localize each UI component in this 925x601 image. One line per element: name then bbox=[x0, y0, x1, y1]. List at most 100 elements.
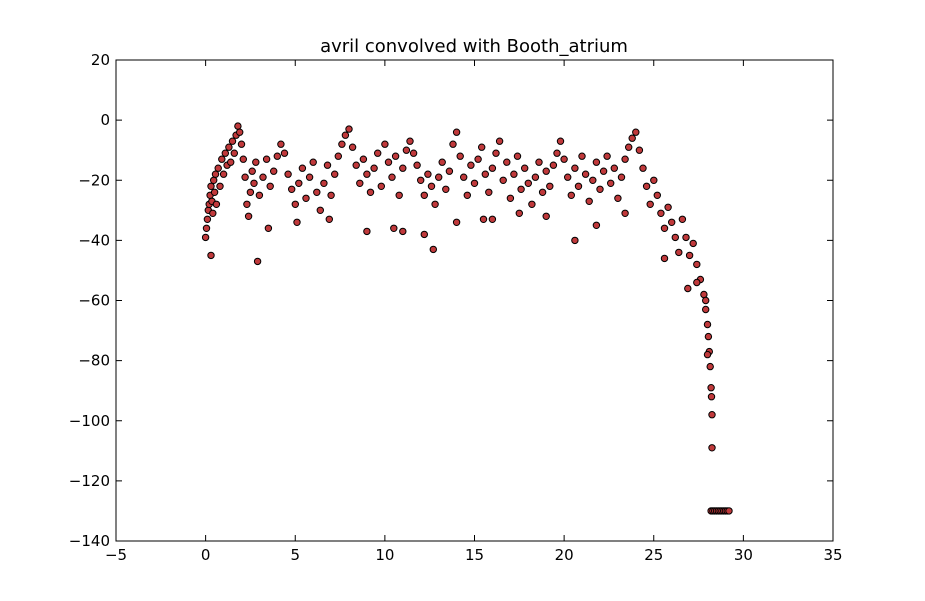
data-point bbox=[531, 173, 540, 181]
data-point bbox=[243, 200, 251, 209]
data-point bbox=[668, 218, 676, 227]
data-point bbox=[438, 158, 446, 166]
data-point bbox=[693, 260, 701, 269]
data-point bbox=[216, 182, 224, 191]
data-point bbox=[406, 137, 414, 145]
data-point bbox=[363, 170, 371, 178]
data-point bbox=[445, 167, 454, 175]
data-point bbox=[219, 170, 228, 178]
data-point bbox=[702, 296, 710, 305]
data-point bbox=[230, 149, 239, 157]
data-point bbox=[241, 173, 249, 181]
data-point bbox=[684, 284, 692, 293]
data-point bbox=[338, 140, 346, 148]
data-point bbox=[488, 164, 497, 172]
data-point bbox=[246, 188, 255, 197]
axis-ticks bbox=[115, 59, 834, 542]
y-tick-label: −140 bbox=[69, 532, 110, 550]
data-point bbox=[305, 173, 314, 181]
data-point bbox=[467, 161, 475, 169]
data-point bbox=[212, 200, 221, 209]
data-point bbox=[435, 173, 443, 181]
data-point bbox=[352, 161, 360, 169]
data-point bbox=[592, 158, 601, 166]
data-point bbox=[348, 143, 357, 151]
data-point bbox=[214, 164, 222, 172]
data-point bbox=[266, 182, 274, 191]
data-point bbox=[610, 164, 618, 172]
data-point bbox=[293, 218, 301, 227]
data-point bbox=[614, 194, 622, 203]
x-tick-label: 25 bbox=[644, 546, 663, 564]
data-point bbox=[228, 137, 237, 145]
data-point bbox=[499, 176, 507, 185]
data-point bbox=[334, 152, 342, 160]
data-point bbox=[316, 206, 324, 215]
data-point bbox=[218, 155, 226, 163]
data-point bbox=[703, 350, 712, 359]
data-point bbox=[202, 224, 211, 233]
data-point bbox=[201, 233, 210, 242]
data-point bbox=[417, 176, 425, 185]
data-point bbox=[571, 164, 579, 172]
data-point bbox=[675, 248, 683, 257]
x-tick-label: 20 bbox=[555, 546, 574, 564]
data-point bbox=[374, 149, 382, 157]
data-point bbox=[210, 188, 219, 197]
data-point bbox=[495, 137, 504, 145]
data-point bbox=[250, 179, 258, 188]
data-point bbox=[431, 200, 439, 209]
data-point bbox=[664, 203, 672, 212]
data-point bbox=[660, 224, 669, 233]
data-point bbox=[327, 191, 335, 200]
data-point bbox=[635, 146, 644, 154]
data-point bbox=[628, 134, 636, 142]
data-point bbox=[207, 182, 215, 191]
data-point bbox=[603, 152, 611, 160]
data-point bbox=[592, 221, 601, 230]
data-point bbox=[456, 152, 464, 160]
data-point bbox=[485, 188, 493, 197]
data-point bbox=[685, 251, 694, 260]
data-point bbox=[345, 125, 353, 133]
data-point bbox=[549, 161, 558, 169]
data-point bbox=[341, 131, 350, 139]
data-point bbox=[521, 164, 529, 172]
data-point bbox=[323, 161, 332, 169]
data-point bbox=[331, 170, 339, 178]
data-point bbox=[704, 332, 713, 341]
data-point bbox=[384, 158, 393, 166]
data-point bbox=[420, 191, 428, 200]
data-point bbox=[481, 170, 489, 178]
data-point bbox=[693, 278, 701, 287]
data-point bbox=[528, 200, 536, 209]
data-point bbox=[298, 164, 307, 172]
y-tick-label: 20 bbox=[91, 51, 110, 69]
data-point bbox=[702, 305, 710, 314]
data-point bbox=[513, 152, 522, 160]
data-point bbox=[370, 164, 378, 172]
data-point bbox=[207, 251, 215, 260]
data-point bbox=[478, 143, 486, 151]
data-point bbox=[708, 411, 716, 419]
data-point bbox=[359, 155, 368, 163]
chart-title: avril convolved with Booth_atrium bbox=[320, 36, 628, 57]
data-point bbox=[707, 393, 716, 401]
data-point bbox=[510, 170, 518, 178]
x-tick-label: 10 bbox=[375, 546, 394, 564]
data-point bbox=[273, 152, 281, 160]
data-point bbox=[463, 191, 471, 200]
data-point bbox=[625, 143, 633, 151]
data-point bbox=[320, 179, 328, 188]
data-point bbox=[725, 507, 733, 515]
data-point bbox=[221, 149, 230, 157]
data-point bbox=[255, 191, 264, 200]
data-point bbox=[517, 185, 525, 194]
data-point bbox=[363, 227, 371, 236]
data-point bbox=[553, 149, 561, 157]
axis-tick-labels: −5 0 5 10 15 20 25 30 35 20 0 −20 −40 −60 −80 −100 −120 −… bbox=[69, 51, 843, 564]
x-tick-label: 15 bbox=[465, 546, 484, 564]
data-point bbox=[203, 215, 212, 224]
y-tick-label: −80 bbox=[78, 352, 110, 370]
data-point bbox=[209, 209, 217, 218]
